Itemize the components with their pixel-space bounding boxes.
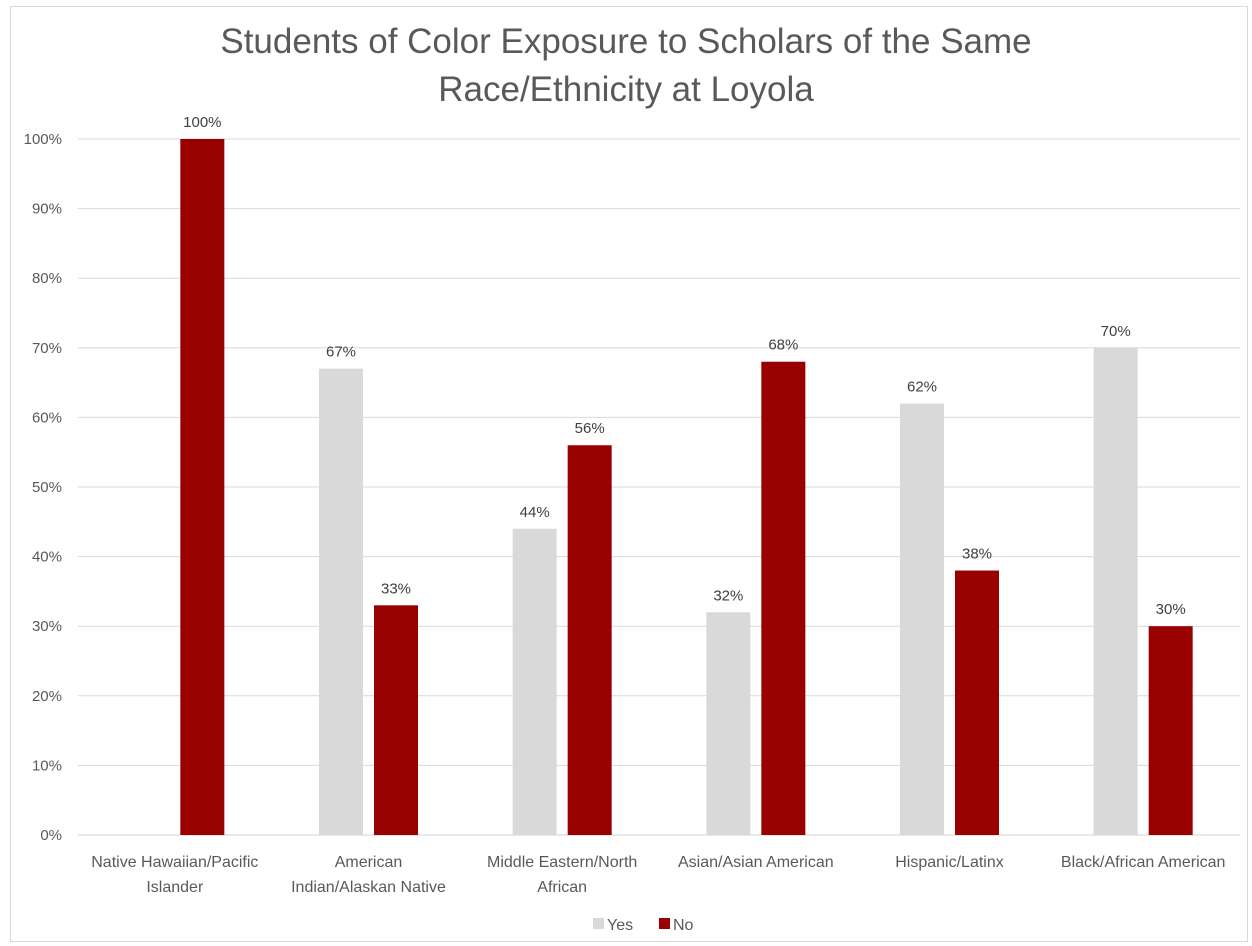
- legend-label-yes: Yes: [607, 917, 633, 934]
- category-label: Middle Eastern/North: [487, 854, 637, 871]
- y-tick-label: 70%: [32, 340, 62, 357]
- category-label: Asian/Asian American: [678, 854, 834, 871]
- data-label: 56%: [575, 420, 605, 437]
- data-label: 68%: [768, 337, 798, 354]
- y-tick-label: 100%: [24, 131, 62, 148]
- category-label: American: [335, 854, 403, 871]
- data-label: 33%: [381, 580, 411, 597]
- bar-yes: [900, 403, 944, 835]
- bar-yes: [319, 368, 363, 835]
- legend-swatch-no: [659, 918, 670, 929]
- y-tick-label: 80%: [32, 270, 62, 287]
- category-label: Native Hawaiian/Pacific: [91, 854, 258, 871]
- data-label: 67%: [326, 344, 356, 361]
- bar-no: [955, 570, 999, 835]
- y-tick-label: 40%: [32, 549, 62, 566]
- legend-swatch-yes: [593, 918, 604, 929]
- data-label: 44%: [520, 504, 550, 521]
- bar-no: [761, 361, 806, 835]
- category-label: Indian/Alaskan Native: [291, 879, 446, 896]
- data-label: 70%: [1101, 323, 1131, 340]
- category-label: African: [537, 879, 587, 896]
- chart-title: Students of Color Exposure to Scholars o…: [220, 22, 1032, 109]
- bar-no: [180, 139, 225, 835]
- bar-no: [374, 605, 418, 835]
- y-tick-label: 0%: [40, 827, 62, 844]
- category-label: Black/African American: [1061, 854, 1226, 871]
- y-tick-label: 30%: [32, 618, 62, 635]
- y-tick-label: 90%: [32, 201, 62, 218]
- data-label: 62%: [907, 378, 937, 395]
- bar-no: [1148, 626, 1193, 835]
- data-label: 100%: [183, 114, 221, 131]
- category-label: Hispanic/Latinx: [895, 854, 1004, 871]
- data-label: 32%: [713, 587, 743, 604]
- bar-yes: [1093, 347, 1138, 835]
- y-tick-label: 10%: [32, 757, 62, 774]
- data-label: 38%: [962, 546, 992, 563]
- bar-yes: [512, 528, 557, 835]
- y-tick-label: 60%: [32, 409, 62, 426]
- y-tick-label: 20%: [32, 688, 62, 705]
- bar-yes: [706, 612, 751, 835]
- data-label: 30%: [1156, 601, 1186, 618]
- y-tick-label: 50%: [32, 479, 62, 496]
- category-label: Islander: [146, 879, 204, 896]
- bar-no: [567, 445, 612, 835]
- legend-label-no: No: [673, 917, 694, 934]
